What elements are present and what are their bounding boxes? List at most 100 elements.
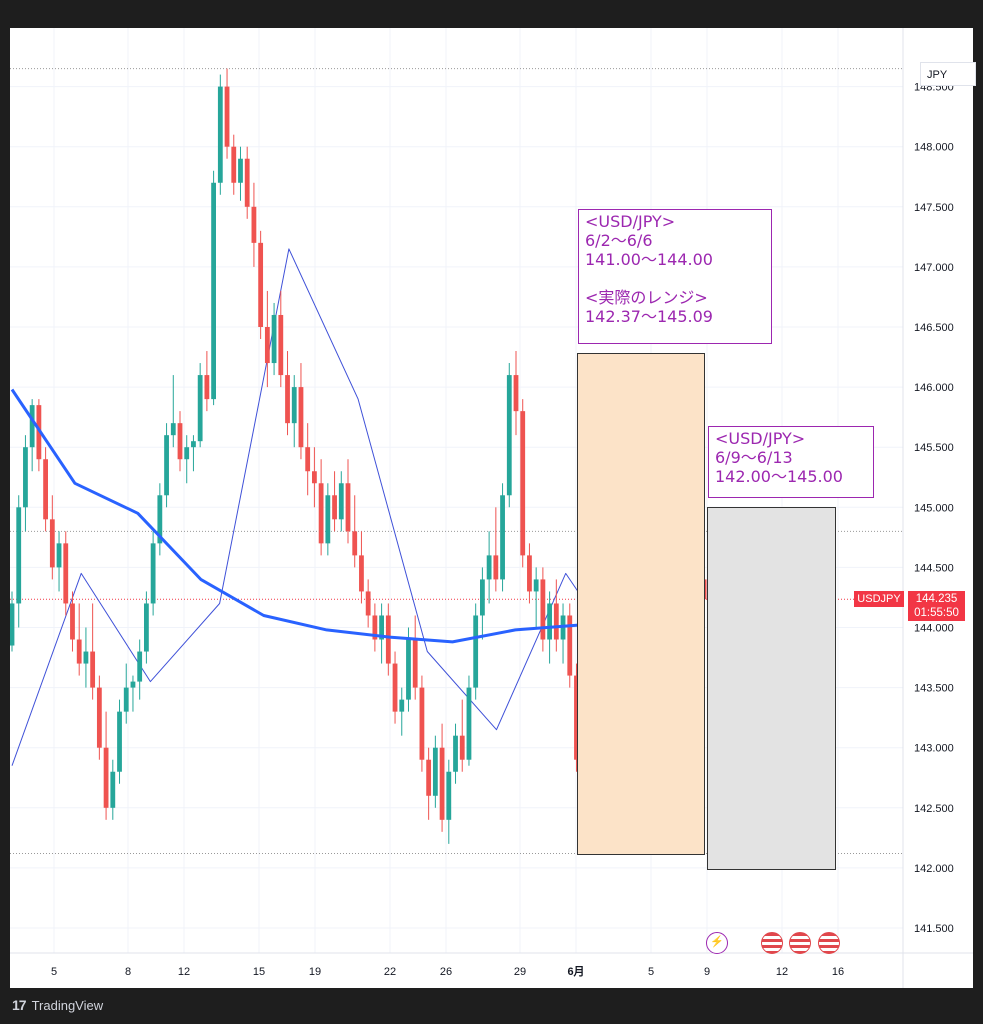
y-tick-label: 147.500 [914, 202, 954, 214]
candle [197, 375, 203, 442]
candle [70, 603, 75, 640]
candle [480, 579, 485, 616]
candle [305, 447, 311, 472]
candle [506, 375, 512, 496]
candle [453, 735, 458, 772]
x-tick-label: 22 [384, 966, 396, 978]
symbol-badge: USDJPY [854, 591, 904, 608]
candle [83, 651, 89, 664]
candle [325, 495, 331, 544]
candle [177, 423, 183, 460]
last-price: 144.235 [915, 593, 958, 606]
annotation-week1[interactable]: <USD/JPY> 6/2〜6/6 141.00〜144.00 <実際のレンジ>… [578, 209, 772, 344]
y-tick-label: 147.000 [914, 262, 954, 274]
candle [117, 711, 122, 772]
y-tick-label: 146.500 [914, 322, 954, 334]
us-flag-icon[interactable] [761, 932, 783, 954]
candle [278, 314, 284, 376]
candle [90, 651, 96, 688]
brand-name: TradingView [31, 997, 104, 1013]
x-tick-label: 19 [309, 966, 321, 978]
footer-branding[interactable]: 17 TradingView [12, 997, 103, 1013]
y-tick-label: 144.500 [914, 562, 954, 574]
lightning-icon[interactable]: ⚡ [706, 932, 728, 954]
y-tick-label: 141.500 [914, 923, 954, 935]
candle [150, 543, 156, 604]
candle [258, 242, 264, 327]
y-tick-label: 143.500 [914, 683, 954, 695]
candle [345, 483, 351, 532]
candle [298, 387, 304, 448]
candle [406, 639, 411, 700]
candle [238, 158, 243, 183]
candle [399, 699, 405, 712]
x-tick-label: 29 [514, 966, 526, 978]
candle [217, 86, 223, 183]
candle [264, 327, 270, 364]
candle [170, 423, 176, 436]
candle [412, 639, 418, 688]
candle [285, 375, 290, 424]
candle [439, 747, 445, 820]
candle [379, 615, 384, 640]
candle [574, 675, 579, 760]
candle [63, 543, 69, 604]
candle [16, 507, 22, 604]
tradingview-logo-icon: 17 [12, 997, 27, 1013]
candle [103, 747, 109, 808]
annotation-week2[interactable]: <USD/JPY> 6/9〜6/13 142.00〜145.00 [708, 426, 874, 498]
x-tick-label: 26 [440, 966, 452, 978]
candle [318, 483, 324, 544]
x-tick-label: 16 [832, 966, 844, 978]
us-flag-icon[interactable] [818, 932, 840, 954]
candle [211, 182, 216, 400]
candle [231, 146, 237, 183]
candle [96, 687, 102, 748]
y-tick-label: 146.000 [914, 382, 954, 394]
candle [251, 206, 257, 243]
candle [312, 471, 317, 484]
candle [123, 687, 129, 712]
x-tick-label: 5 [648, 966, 654, 978]
y-tick-label: 148.000 [914, 142, 954, 154]
candle [76, 639, 82, 664]
candle [49, 519, 55, 568]
y-tick-label: 144.000 [914, 623, 954, 635]
y-tick-label: 145.000 [914, 502, 954, 514]
actual-range-box [577, 353, 705, 856]
x-tick-label: 6月 [567, 965, 584, 978]
forecast-range-box [707, 507, 836, 870]
candle [56, 543, 62, 568]
candle [271, 314, 277, 364]
candle [359, 555, 364, 592]
x-tick-label: 15 [253, 966, 265, 978]
last-price-label: 144.235 01:55:50 [908, 591, 965, 622]
candle [365, 591, 371, 616]
candle [419, 687, 425, 760]
x-tick-label: 5 [51, 966, 57, 978]
candle [291, 387, 297, 424]
us-flag-icon[interactable] [789, 932, 811, 954]
currency-label[interactable]: JPY [920, 62, 976, 86]
candle [547, 603, 552, 640]
candle [459, 735, 465, 760]
candle [157, 495, 163, 544]
candle [473, 615, 479, 688]
x-tick-label: 8 [125, 966, 131, 978]
candle [332, 495, 337, 520]
candle [244, 158, 250, 207]
candle [392, 663, 398, 712]
candle [533, 579, 539, 592]
candle [500, 495, 505, 580]
candle [352, 531, 358, 556]
candle [191, 441, 196, 448]
candle [23, 447, 28, 508]
candle [144, 603, 149, 652]
candle [43, 459, 48, 520]
y-tick-label: 142.000 [914, 863, 954, 875]
candle [432, 747, 438, 796]
candle [426, 759, 432, 796]
candle [553, 603, 559, 640]
candle [540, 579, 546, 640]
candle [184, 447, 190, 460]
